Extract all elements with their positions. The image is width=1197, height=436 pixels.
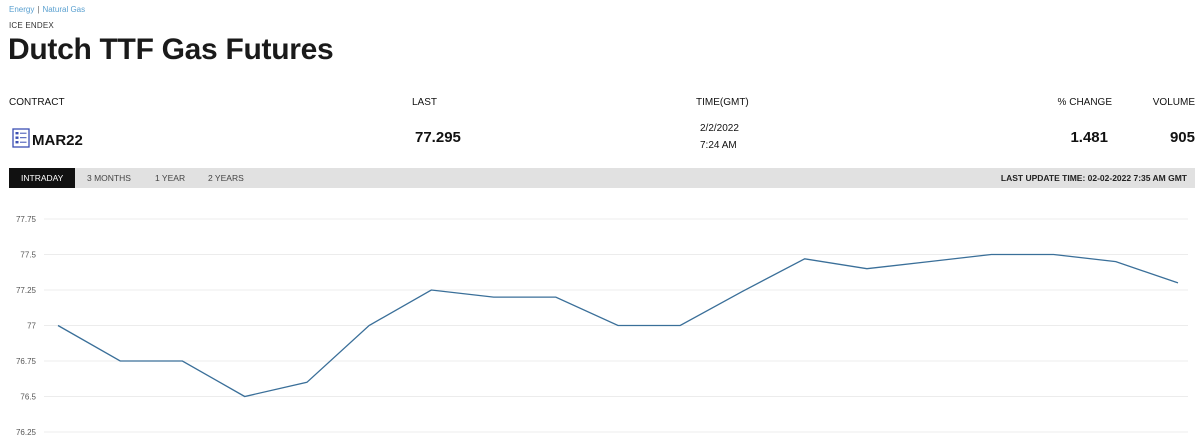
tab-intraday[interactable]: INTRADAY bbox=[9, 168, 76, 188]
y-tick-label: 77.5 bbox=[20, 251, 36, 260]
tab-1-year[interactable]: 1 YEAR bbox=[155, 173, 186, 183]
page-title: Dutch TTF Gas Futures bbox=[8, 33, 334, 66]
price-chart[interactable]: 77.75 77.5 77.25 77 76.75 76.5 76.25 bbox=[0, 205, 1197, 436]
last-price: 77.295 bbox=[415, 129, 461, 146]
y-tick-label: 76.75 bbox=[16, 357, 37, 366]
y-axis: 77.75 77.5 77.25 77 76.75 76.5 76.25 bbox=[16, 215, 37, 436]
last-update-time: LAST UPDATE TIME: 02-02-2022 7:35 AM GMT bbox=[1000, 173, 1187, 183]
trade-time: 7:24 AM bbox=[700, 140, 737, 151]
y-tick-label: 77 bbox=[27, 322, 36, 331]
contract-sheet-icon[interactable] bbox=[12, 127, 30, 148]
breadcrumb-separator: | bbox=[37, 5, 40, 14]
y-tick-label: 77.25 bbox=[16, 286, 37, 295]
exchange-label: ICE ENDEX bbox=[9, 21, 54, 30]
tab-3-months[interactable]: 3 MONTHS bbox=[87, 173, 131, 183]
chart-grid bbox=[44, 218, 1188, 433]
volume-value: 905 bbox=[1169, 129, 1195, 146]
breadcrumb-natural-gas[interactable]: Natural Gas bbox=[42, 5, 86, 14]
y-tick-label: 76.25 bbox=[16, 428, 37, 436]
contract-label[interactable]: MAR22 bbox=[32, 132, 83, 149]
header-volume: VOLUME bbox=[1152, 97, 1195, 108]
y-tick-label: 77.75 bbox=[16, 215, 37, 224]
chart-range-tabs: INTRADAY 3 MONTHS 1 YEAR 2 YEARS LAST UP… bbox=[9, 168, 1195, 188]
price-series-line bbox=[57, 253, 1179, 398]
header-time: TIME(GMT) bbox=[696, 97, 749, 108]
header-last: LAST bbox=[412, 97, 438, 108]
contract-cell[interactable]: MAR22 bbox=[12, 126, 83, 149]
header-contract: CONTRACT bbox=[9, 97, 65, 108]
trade-date: 2/2/2022 bbox=[700, 123, 739, 134]
breadcrumb-energy[interactable]: Energy bbox=[9, 5, 35, 14]
breadcrumb: Energy | Natural Gas bbox=[9, 5, 85, 14]
tab-2-years[interactable]: 2 YEARS bbox=[208, 173, 244, 183]
percent-change: 1.481 bbox=[1070, 129, 1108, 146]
header-change: % CHANGE bbox=[1057, 97, 1112, 108]
y-tick-label: 76.5 bbox=[20, 393, 36, 402]
